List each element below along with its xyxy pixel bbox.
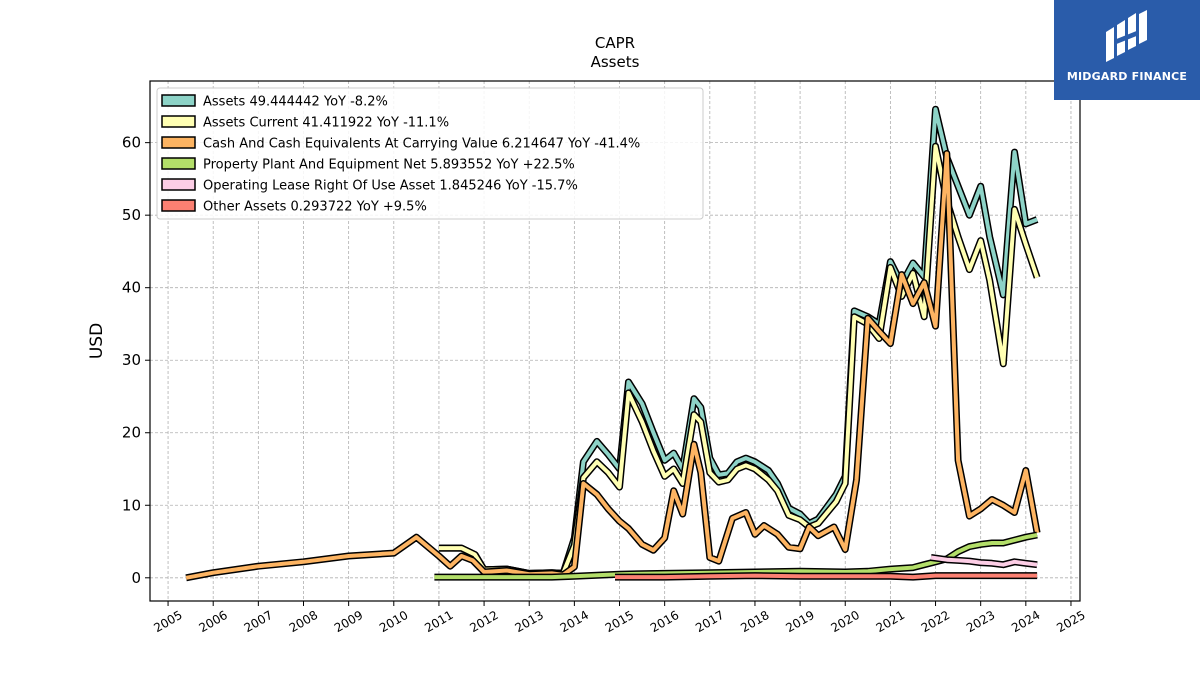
- y-tick-label: 60: [122, 134, 141, 152]
- chart-subtitle: Assets: [591, 53, 640, 71]
- x-tick-label: 2014: [558, 608, 591, 635]
- series-2: [185, 150, 1041, 582]
- chart-title: CAPR: [595, 34, 635, 52]
- legend-label: Cash And Cash Equivalents At Carrying Va…: [203, 137, 640, 152]
- series-line: [185, 151, 1040, 580]
- x-tick-label: 2020: [829, 608, 862, 635]
- legend-label: Operating Lease Right Of Use Asset 1.845…: [203, 179, 578, 194]
- logo-mark-icon: [1106, 10, 1147, 62]
- y-tick-label: 20: [122, 424, 141, 442]
- legend-box: [156, 87, 704, 220]
- x-tick-label: 2006: [196, 608, 229, 635]
- series-line: [930, 555, 1038, 567]
- y-axis: 0 10 20 30 40 50 60: [122, 134, 150, 587]
- x-tick-label: 2021: [874, 608, 907, 635]
- x-tick-label: 2017: [693, 608, 726, 635]
- x-tick-label: 2008: [287, 608, 320, 635]
- legend: Assets 49.444442 YoY -8.2% Assets Current…: [156, 87, 704, 220]
- y-axis-label: USD: [87, 323, 107, 359]
- legend-item: Other Assets 0.293722 YoY +9.5%: [161, 199, 427, 215]
- legend-swatch: [161, 199, 196, 212]
- legend-item: Assets 49.444442 YoY -8.2%: [161, 94, 388, 110]
- legend-item: Operating Lease Right Of Use Asset 1.845…: [161, 178, 578, 194]
- y-tick-label: 50: [122, 206, 141, 224]
- series-4: [930, 554, 1038, 569]
- x-tick-label: 2016: [648, 608, 681, 635]
- x-tick-label: 2009: [332, 608, 365, 635]
- x-tick-label: 2018: [738, 608, 771, 635]
- series-5: [615, 572, 1038, 581]
- plot-frame: [149, 80, 1081, 602]
- legend-label: Other Assets 0.293722 YoY +9.5%: [203, 200, 427, 215]
- legend-label: Assets 49.444442 YoY -8.2%: [203, 95, 388, 110]
- legend-label: Assets Current 41.411922 YoY -11.1%: [203, 116, 449, 131]
- x-tick-label: 2015: [603, 608, 636, 635]
- x-tick-label: 2019: [783, 608, 816, 635]
- x-tick-label: 2024: [1009, 608, 1042, 635]
- legend-swatch: [161, 136, 196, 149]
- x-tick-label: 2007: [242, 608, 275, 635]
- legend-swatch: [161, 157, 196, 170]
- x-tick-label: 2011: [422, 608, 455, 635]
- brand-logo: MIDGARD FINANCE: [1054, 0, 1200, 100]
- x-tick-label: 2013: [512, 608, 545, 635]
- legend-label: Property Plant And Equipment Net 5.89355…: [203, 158, 575, 173]
- legend-item: Property Plant And Equipment Net 5.89355…: [161, 157, 575, 173]
- x-tick-label: 2012: [467, 608, 500, 635]
- series-3: [434, 531, 1038, 581]
- legend-swatch: [161, 178, 196, 191]
- legend-swatch: [161, 115, 196, 128]
- legend-swatch: [161, 94, 196, 107]
- series-layer: [185, 105, 1041, 582]
- legend-item: Assets Current 41.411922 YoY -11.1%: [161, 115, 449, 131]
- legend-item: Cash And Cash Equivalents At Carrying Va…: [161, 136, 640, 152]
- series-line: [615, 573, 1038, 580]
- x-tick-label: 2023: [964, 608, 997, 635]
- logo-text: MIDGARD FINANCE: [1066, 70, 1188, 83]
- x-axis: 2005 2006 2007 2008 2009 2010 2011 2012 2013 2014…: [151, 601, 1088, 635]
- x-tick-label: 2025: [1054, 608, 1087, 635]
- x-tick-label: 2022: [919, 608, 952, 635]
- x-tick-label: 2010: [377, 608, 410, 635]
- y-tick-label: 30: [122, 351, 141, 369]
- series-line: [434, 533, 1038, 580]
- y-tick-label: 0: [131, 569, 141, 587]
- x-tick-label: 2005: [151, 608, 184, 635]
- y-tick-label: 40: [122, 279, 141, 297]
- y-tick-label: 10: [122, 496, 141, 514]
